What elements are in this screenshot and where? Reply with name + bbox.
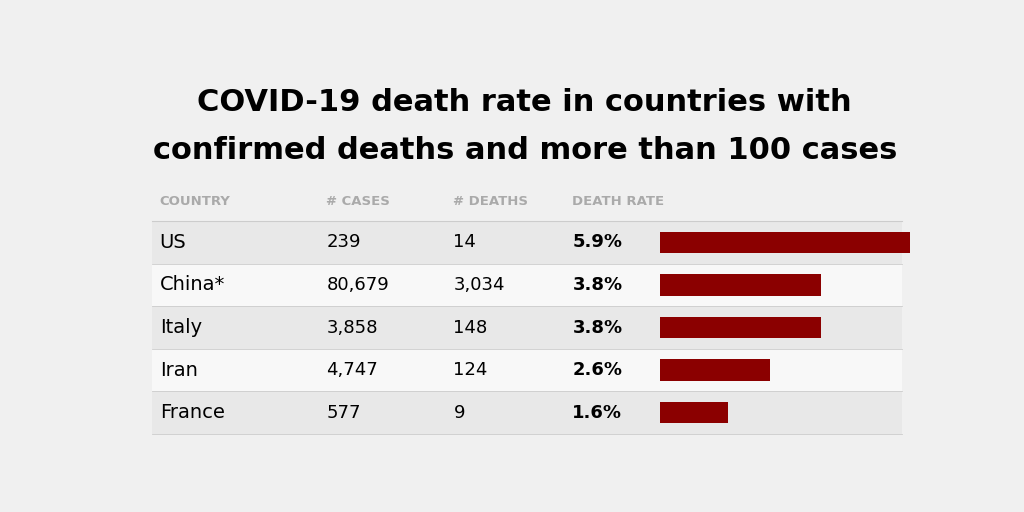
Text: 3,034: 3,034	[454, 276, 505, 294]
Text: DEATH RATE: DEATH RATE	[572, 195, 665, 208]
Text: 80,679: 80,679	[327, 276, 389, 294]
Text: US: US	[160, 233, 186, 252]
Text: China*: China*	[160, 275, 225, 294]
FancyBboxPatch shape	[152, 391, 902, 434]
FancyBboxPatch shape	[659, 274, 820, 295]
Text: 14: 14	[454, 233, 476, 251]
Text: 3.8%: 3.8%	[572, 276, 623, 294]
Text: # DEATHS: # DEATHS	[454, 195, 528, 208]
FancyBboxPatch shape	[152, 306, 902, 349]
Text: 5.9%: 5.9%	[572, 233, 623, 251]
Text: 124: 124	[454, 361, 487, 379]
Text: Iran: Iran	[160, 360, 198, 379]
FancyBboxPatch shape	[659, 402, 727, 423]
Text: 9: 9	[454, 403, 465, 422]
FancyBboxPatch shape	[152, 221, 902, 264]
FancyBboxPatch shape	[659, 232, 909, 253]
Text: 1.6%: 1.6%	[572, 403, 623, 422]
Text: 4,747: 4,747	[327, 361, 378, 379]
Text: 577: 577	[327, 403, 360, 422]
Text: COVID-19 death rate in countries with: COVID-19 death rate in countries with	[198, 89, 852, 117]
FancyBboxPatch shape	[659, 359, 770, 381]
Text: # CASES: # CASES	[327, 195, 390, 208]
FancyBboxPatch shape	[152, 349, 902, 391]
Text: Italy: Italy	[160, 318, 202, 337]
Text: 3,858: 3,858	[327, 318, 378, 336]
Text: 3.8%: 3.8%	[572, 318, 623, 336]
FancyBboxPatch shape	[152, 264, 902, 306]
Text: 239: 239	[327, 233, 360, 251]
Text: France: France	[160, 403, 224, 422]
Text: 148: 148	[454, 318, 487, 336]
Text: confirmed deaths and more than 100 cases: confirmed deaths and more than 100 cases	[153, 136, 897, 165]
FancyBboxPatch shape	[659, 317, 820, 338]
Text: 2.6%: 2.6%	[572, 361, 623, 379]
Text: COUNTRY: COUNTRY	[160, 195, 230, 208]
